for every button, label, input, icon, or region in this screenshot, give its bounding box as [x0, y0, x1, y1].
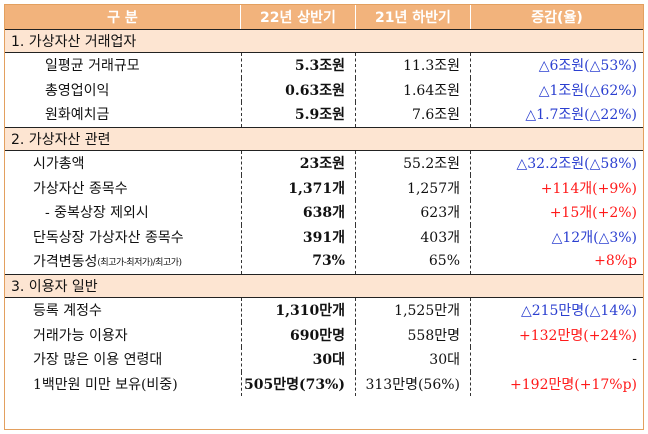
- value-change: △6조원(△53%): [538, 58, 637, 75]
- table-row: 일평균 거래규모 5.3조원 11.3조원 △6조원(△53%): [5, 53, 643, 78]
- row-label-text: 가격변동성: [33, 254, 98, 271]
- row-label-text: 원화예치금: [45, 107, 110, 124]
- value-h1-2022: 30대: [241, 347, 356, 372]
- table-row: 등록 계정수 1,310만개 1,525만개 △215만명(△14%): [5, 297, 643, 323]
- row-label: - 중복상장 제외시: [5, 200, 241, 225]
- value-h2-2021: 7.6조원: [356, 102, 471, 127]
- value-h1-2022: 505만명(73%): [241, 371, 356, 397]
- value-h2-2021: 403개: [356, 224, 471, 250]
- value-h1-2022: 5.9조원: [241, 102, 356, 127]
- value-h1-2022: 23조원: [241, 150, 356, 176]
- table-row: 시가총액 23조원 55.2조원 △32.2조원(△58%): [5, 150, 643, 176]
- table-row: 단독상장 가상자산 종목수 391개 403개 △12개(△3%): [5, 224, 643, 250]
- value-h1-2022: 638개: [241, 200, 356, 225]
- value-h1-2022: 0.63조원: [241, 77, 356, 103]
- section-title: 1. 가상자산 거래업자: [5, 29, 643, 53]
- value-change: △1조원(△62%): [538, 82, 637, 99]
- header-change: 증감(율): [531, 10, 583, 26]
- row-label: 단독상장 가상자산 종목수: [5, 225, 241, 250]
- row-label: 가장 많은 이용 연령대: [5, 347, 241, 372]
- header-h1-2022: 22년 상반기: [241, 5, 356, 29]
- value-h1-2022: 73%: [241, 249, 356, 274]
- value-change: +114개(+9%): [540, 180, 637, 197]
- row-label-text: 등록 계정수: [33, 303, 102, 320]
- value-h2-2021: 1,257개: [356, 175, 471, 200]
- row-label-text: 가장 많은 이용 연령대: [33, 352, 163, 369]
- table-row: 총영업이익 0.63조원 1.64조원 △1조원(△62%): [5, 77, 643, 103]
- value-h1-2022: 5.3조원: [241, 53, 356, 78]
- row-label: 총영업이익: [5, 78, 241, 103]
- table-row: 가상자산 종목수 1,371개 1,257개 +114개(+9%): [5, 175, 643, 200]
- row-label-text: 일평균 거래규모: [45, 58, 140, 75]
- row-label-note: (최고가-최저가)/최고가): [97, 257, 182, 268]
- row-label: 가상자산 종목수: [5, 175, 241, 200]
- section-title: 2. 가상자산 관련: [5, 126, 643, 151]
- value-h2-2021: 623개: [356, 200, 471, 225]
- value-h1-2022: 1,371개: [241, 175, 356, 200]
- value-h2-2021: 30대: [356, 347, 471, 372]
- row-label: 일평균 거래규모: [5, 53, 241, 78]
- row-label-text: 시가총액: [33, 156, 85, 173]
- value-h1-2022: 1,310만개: [241, 297, 356, 323]
- value-h2-2021: 313만명(56%): [356, 371, 471, 397]
- value-change: △32.2조원(△58%): [516, 156, 637, 173]
- row-label: 등록 계정수: [5, 298, 241, 323]
- header-h2-2021: 21년 하반기: [356, 5, 471, 29]
- row-label-text: 단독상장 가상자산 종목수: [33, 229, 184, 246]
- value-change: △215만명(△14%): [520, 303, 637, 320]
- value-h2-2021: 55.2조원: [356, 150, 471, 176]
- header-category: 구 분: [5, 5, 241, 29]
- value-h2-2021: 1,525만개: [356, 297, 471, 323]
- value-change: +15개(+2%): [549, 205, 637, 222]
- value-h1-2022: 690만명: [241, 322, 356, 347]
- row-label: 거래가능 이용자: [5, 322, 241, 347]
- row-label-text: 가상자산 종목수: [33, 180, 128, 197]
- value-change: +8%p: [594, 253, 637, 270]
- table-row: - 중복상장 제외시 638개 623개 +15개(+2%): [5, 200, 643, 225]
- table-row: 가장 많은 이용 연령대 30대 30대 -: [5, 347, 643, 372]
- value-change: △1.7조원(△22%): [525, 107, 637, 124]
- value-change: +132만명(+24%): [519, 327, 637, 344]
- value-change: +192만명(+17%p): [510, 376, 637, 393]
- row-label-text: 거래가능 이용자: [33, 327, 128, 344]
- row-label: 가격변동성 (최고가-최저가)/최고가): [5, 249, 241, 274]
- value-h2-2021: 65%: [356, 249, 471, 274]
- table-row: 1백만원 미만 보유(비중) 505만명(73%) 313만명(56%) +192만명…: [5, 371, 643, 397]
- table-row: 원화예치금 5.9조원 7.6조원 △1.7조원(△22%): [5, 102, 643, 127]
- value-h2-2021: 1.64조원: [356, 77, 471, 103]
- value-h2-2021: 11.3조원: [356, 53, 471, 78]
- row-label-text: - 중복상장 제외시: [45, 205, 149, 222]
- section-title: 3. 이용자 일반: [5, 273, 643, 298]
- value-h2-2021: 558만명: [356, 322, 471, 347]
- value-change: -: [632, 351, 637, 368]
- row-label: 시가총액: [5, 151, 241, 176]
- row-label-text: 1백만원 미만 보유(비중): [33, 376, 178, 393]
- row-label-text: 총영업이익: [45, 82, 110, 99]
- table-row: 거래가능 이용자 690만명 558만명 +132만명(+24%): [5, 322, 643, 347]
- table-header: 구 분 22년 상반기 21년 하반기 증감(율): [5, 5, 643, 29]
- row-label: 1백만원 미만 보유(비중): [5, 372, 241, 397]
- row-label: 원화예치금: [5, 102, 241, 127]
- value-h1-2022: 391개: [241, 224, 356, 250]
- value-change: △12개(△3%): [551, 229, 637, 246]
- table-row: 가격변동성 (최고가-최저가)/최고가) 73% 65% +8%p: [5, 249, 643, 274]
- stats-table: 구 분 22년 상반기 21년 하반기 증감(율) 1. 가상자산 거래업자 일평…: [4, 4, 644, 430]
